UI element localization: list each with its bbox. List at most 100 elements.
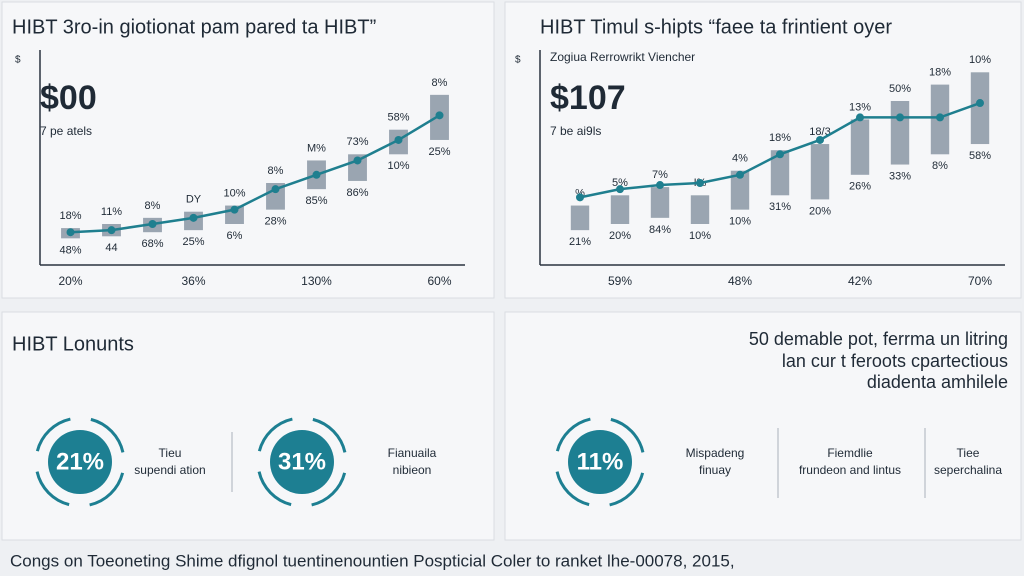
axis-unit: $ — [15, 55, 21, 66]
bar-top-label: 50% — [889, 83, 911, 95]
panel — [504, 311, 1022, 541]
gauge-arc — [610, 417, 645, 453]
gauge-arc — [609, 472, 645, 507]
bar-bottom-label: 25% — [182, 236, 204, 248]
gauge-arc — [555, 417, 591, 452]
gauge-arc — [312, 417, 347, 453]
bar-top-label: M% — [307, 142, 326, 154]
x-tick-label: 130% — [301, 274, 332, 288]
bar-bottom-label: 6% — [227, 230, 243, 242]
line-point — [776, 150, 784, 159]
bar-bottom-label: 48% — [59, 244, 81, 256]
chart-title: HIBT Timul s-hipts “faee ta frintient oy… — [540, 16, 892, 38]
gauge-value: 21% — [56, 448, 104, 475]
range-bar — [650, 187, 670, 218]
bar-bottom-label: 85% — [305, 195, 327, 207]
range-bar — [266, 183, 285, 210]
bar-top-label: 10% — [969, 54, 991, 66]
line-point — [189, 213, 198, 222]
line-point — [736, 170, 744, 179]
line-point — [896, 113, 904, 122]
gauge-label: seperchalina — [934, 463, 1002, 477]
range-bar — [610, 195, 630, 224]
bar-bottom-label: 86% — [346, 187, 368, 199]
gauge-label: Fianuaila — [388, 446, 437, 460]
bar-bottom-label: 21% — [569, 236, 591, 248]
gauge-core — [48, 430, 112, 494]
range-bar — [690, 195, 710, 224]
axis-unit: $ — [515, 55, 521, 66]
bar-bottom-label: 10% — [689, 230, 711, 242]
x-tick-label: 70% — [968, 274, 992, 288]
bar-bottom-label: 84% — [649, 224, 671, 236]
gauge-label: nibieon — [393, 463, 432, 477]
gauge-label: supendi ation — [134, 463, 205, 477]
bar-top-label: 8% — [432, 77, 448, 89]
line-point — [696, 179, 704, 187]
gauge-label: finuay — [699, 463, 731, 477]
bar-bottom-label: 20% — [809, 205, 831, 217]
gauge-value: 31% — [278, 448, 326, 475]
range-bar — [890, 101, 910, 165]
headline-note: 7 pe atels — [40, 124, 92, 138]
chart-subtitle: Zogiua Rerrowrikt Viencher — [550, 50, 695, 64]
bar-bottom-label: 31% — [769, 201, 791, 213]
range-bar — [770, 150, 790, 196]
gauge-arc — [90, 417, 125, 453]
bar-top-label: 73% — [346, 136, 368, 148]
bar-top-label: 18% — [929, 67, 951, 79]
bar-top-label: 7% — [652, 169, 668, 181]
x-tick-label: 59% — [608, 274, 632, 288]
gauge-core — [568, 430, 632, 494]
range-bar — [850, 119, 870, 175]
line-point — [656, 181, 664, 190]
x-tick-label: 42% — [848, 274, 872, 288]
panel — [1, 311, 495, 541]
line-point — [353, 156, 362, 165]
line-point — [976, 99, 984, 108]
gauge-label: Tiee — [957, 446, 980, 460]
bar-bottom-label: 33% — [889, 170, 911, 182]
bar-bottom-label: 68% — [141, 238, 163, 250]
x-tick-label: 36% — [181, 274, 205, 288]
range-bar — [570, 205, 590, 231]
line-point — [107, 226, 116, 235]
line-point — [816, 135, 824, 144]
bar-bottom-label: 10% — [387, 160, 409, 172]
range-bar — [810, 144, 830, 200]
bar-top-label: 8% — [268, 165, 284, 177]
gauge-arc — [257, 417, 293, 452]
bar-bottom-label: 44 — [105, 242, 117, 254]
line-point — [230, 205, 239, 214]
gauge-value: 11% — [577, 448, 624, 475]
chart-title: HIBT 3ro-in giotionat pam pared ta HIBT” — [12, 16, 376, 38]
line-point — [271, 185, 280, 194]
gauge-arc — [35, 417, 71, 452]
line-point — [394, 135, 403, 144]
panel-title: HIBT Lonunts — [12, 333, 134, 355]
bar-bottom-label: 28% — [264, 216, 286, 228]
bar-top-label: 4% — [732, 153, 748, 165]
footer: Congs on Toeoneting Shime dfignol tuenti… — [10, 551, 735, 570]
line-point — [148, 220, 157, 228]
range-bar — [730, 170, 750, 210]
line-point — [576, 193, 584, 202]
gauge-arc — [555, 471, 590, 507]
bar-bottom-label: 58% — [969, 150, 991, 162]
line-point — [616, 185, 624, 194]
bar-bottom-label: 10% — [729, 216, 751, 228]
bar-top-label: 11% — [101, 206, 122, 218]
panel-text: diadenta amhilele — [867, 372, 1008, 392]
bar-top-label: 5% — [612, 177, 628, 189]
gauge-arc — [35, 471, 70, 507]
bar-top-label: DY — [186, 194, 202, 206]
line-point — [936, 113, 944, 122]
gauge-label: Mispadeng — [686, 446, 745, 460]
trend-line — [70, 114, 441, 234]
gauge-core — [270, 430, 334, 494]
gauge-label: Tieu — [159, 446, 182, 460]
bar-top-label: 18% — [59, 210, 81, 222]
bar-bottom-label: 25% — [428, 146, 450, 158]
